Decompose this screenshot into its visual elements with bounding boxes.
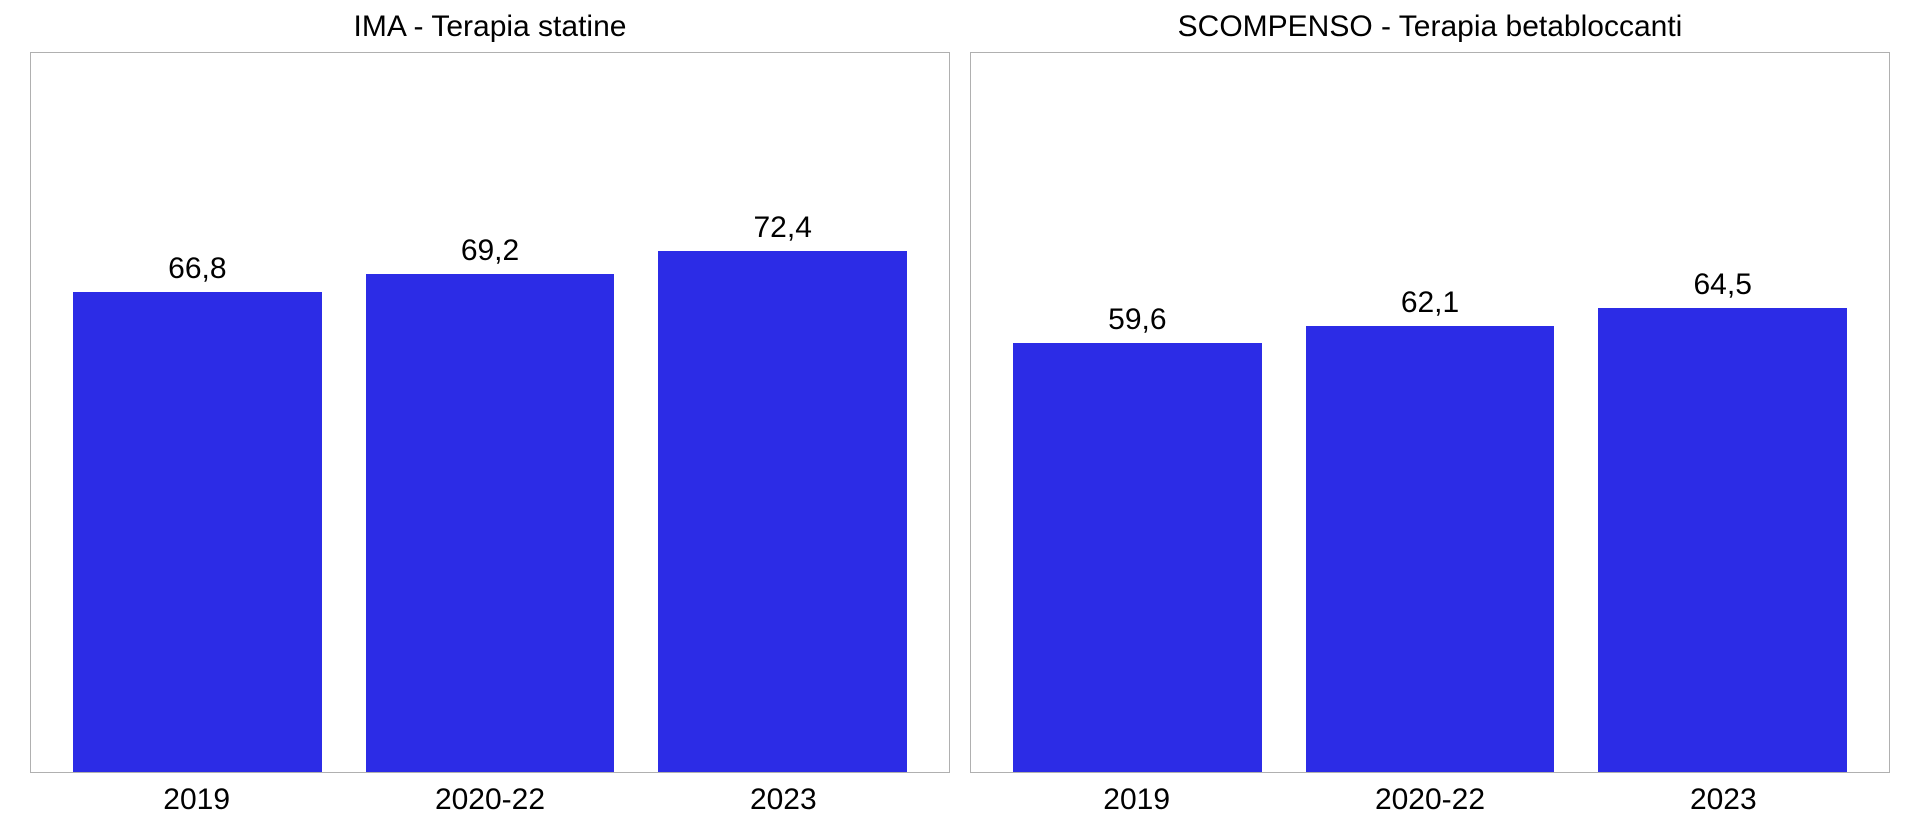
bar [1306,326,1555,772]
bar-value-label: 64,5 [1693,268,1751,302]
bar-value-label: 59,6 [1108,303,1166,337]
bar [366,274,615,772]
x-tick-label: 2019 [50,783,343,817]
chart-title: IMA - Terapia statine [30,10,950,44]
bar [1013,343,1262,772]
chart-title: SCOMPENSO - Terapia betabloccanti [970,10,1890,44]
bar [658,251,907,772]
plot-area: 59,6 62,1 64,5 [970,52,1890,773]
x-tick-label: 2023 [637,783,930,817]
x-tick-label: 2020-22 [343,783,636,817]
bar-group: 66,8 [51,53,344,772]
x-tick-label: 2023 [1577,783,1870,817]
bar-group: 72,4 [636,53,929,772]
x-axis: 2019 2020-22 2023 [30,773,950,817]
bar-group: 62,1 [1284,53,1577,772]
x-axis: 2019 2020-22 2023 [970,773,1890,817]
chart-panel-right: SCOMPENSO - Terapia betabloccanti 59,6 6… [970,10,1890,817]
bar [73,292,322,772]
bar-group: 64,5 [1576,53,1869,772]
bar-value-label: 69,2 [461,234,519,268]
bar-group: 69,2 [344,53,637,772]
bar [1598,308,1847,772]
bar-value-label: 72,4 [753,211,811,245]
x-tick-label: 2020-22 [1283,783,1576,817]
bar-group: 59,6 [991,53,1284,772]
chart-panel-left: IMA - Terapia statine 66,8 69,2 72,4 201… [30,10,950,817]
bar-value-label: 62,1 [1401,286,1459,320]
bar-value-label: 66,8 [168,252,226,286]
plot-area: 66,8 69,2 72,4 [30,52,950,773]
x-tick-label: 2019 [990,783,1283,817]
